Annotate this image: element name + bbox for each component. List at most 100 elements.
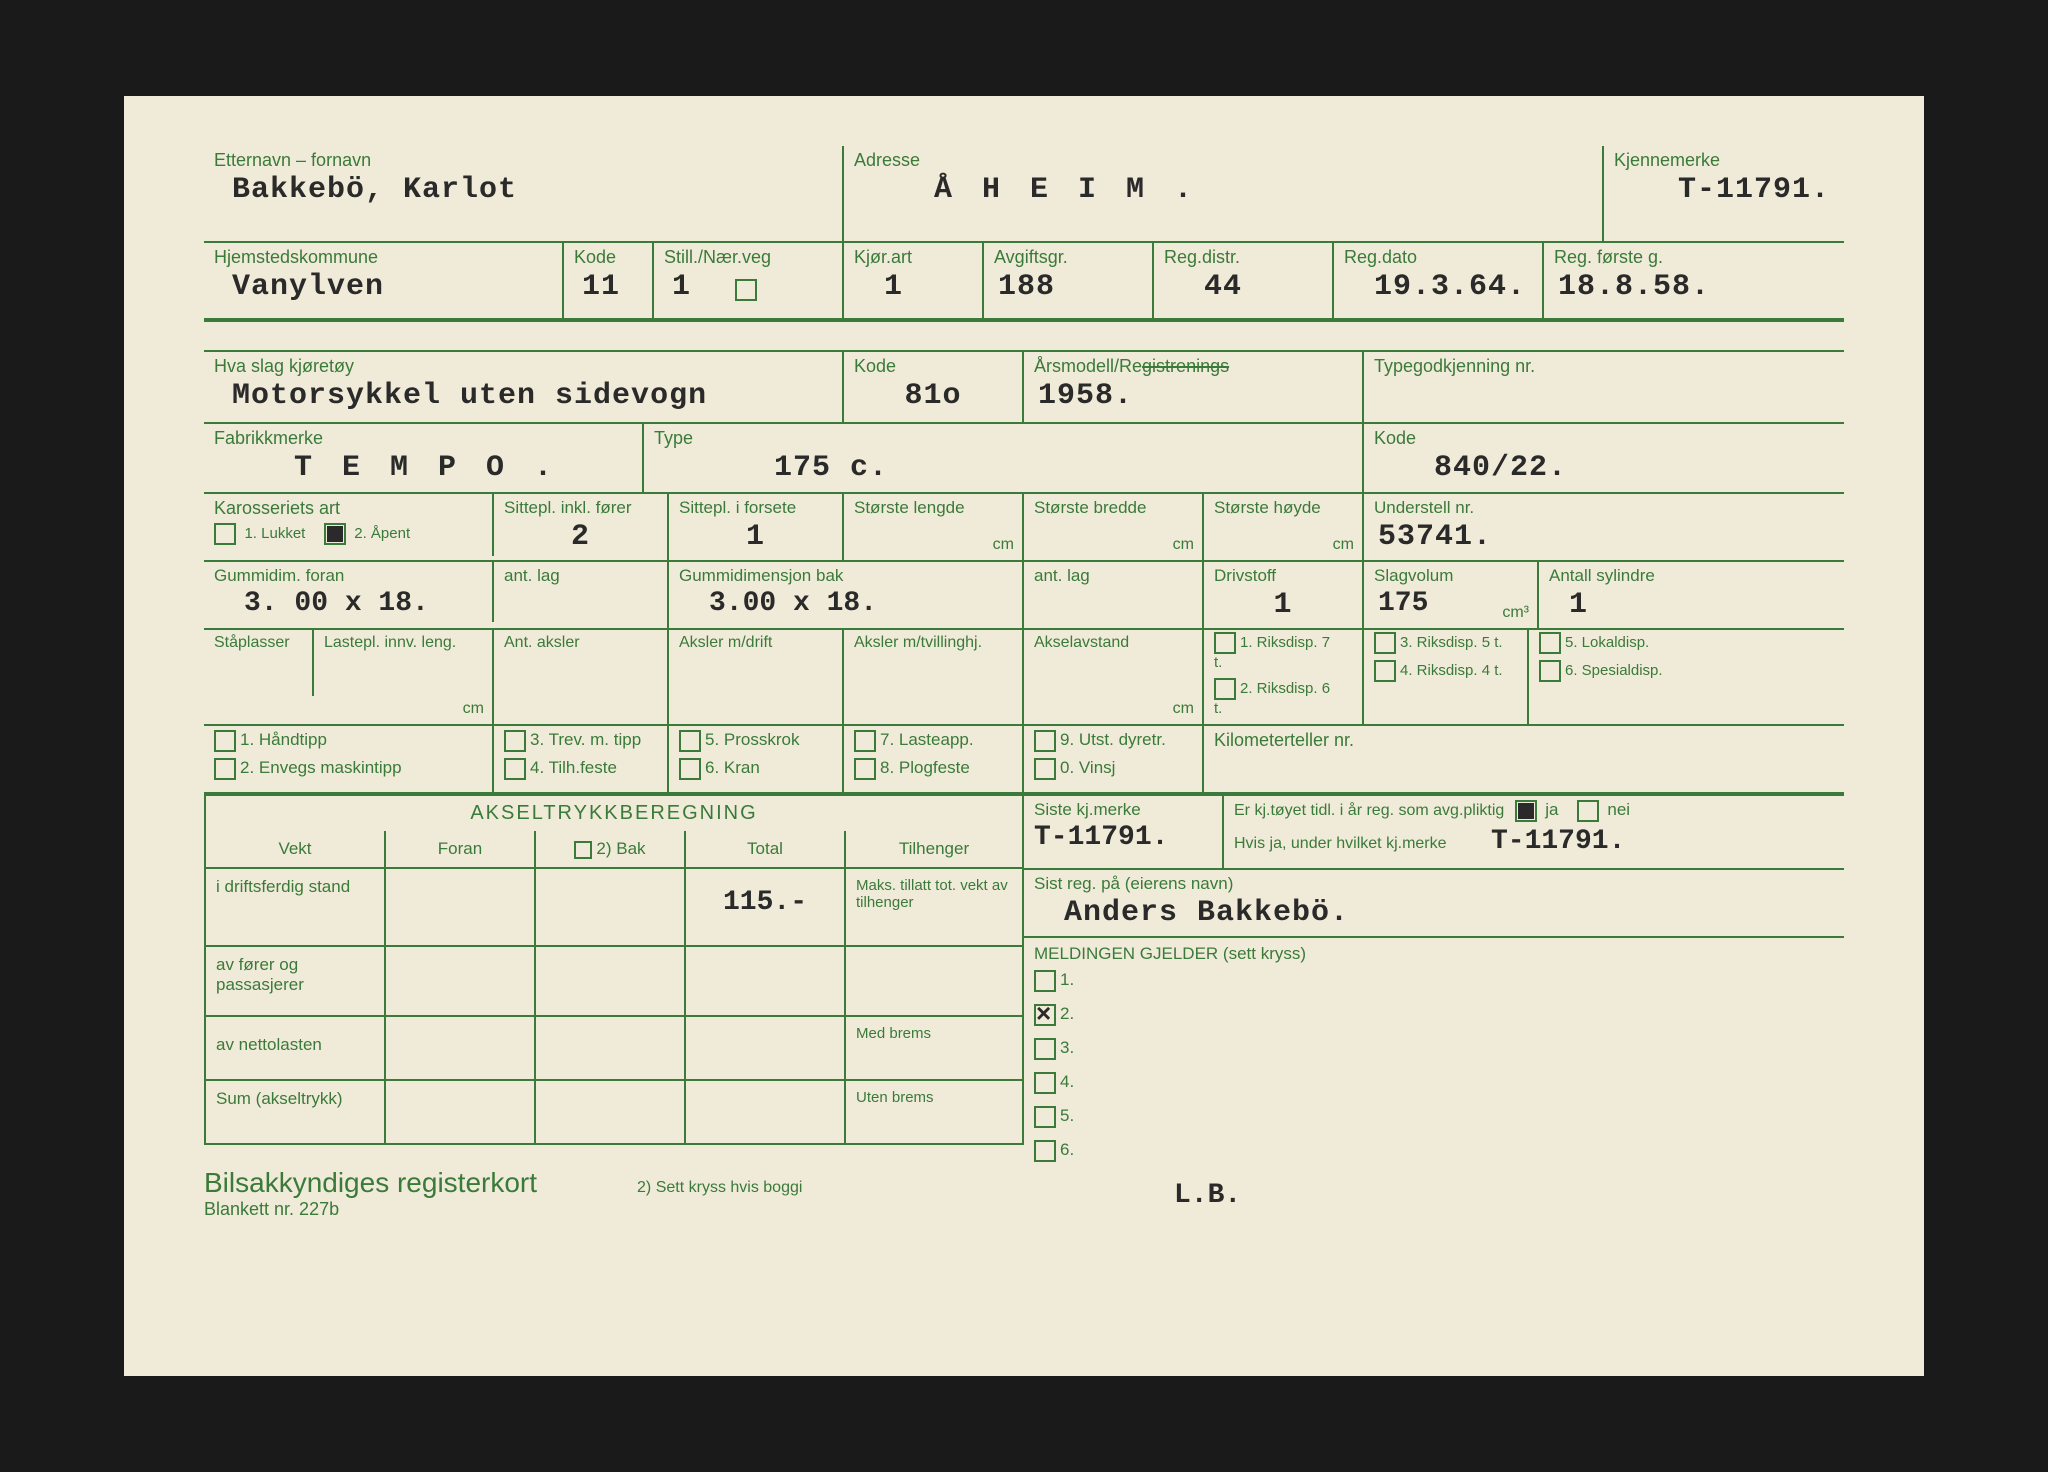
label-kode4: Kode [1374, 428, 1834, 449]
label-m4: 4. [1060, 1072, 1074, 1091]
wr4-total [686, 1081, 846, 1143]
value-kode1: 11 [574, 270, 642, 304]
wh-total: Total [686, 831, 846, 867]
checkbox-still [735, 279, 757, 301]
cb-m3 [1034, 1038, 1056, 1060]
row-vehicle-type: Hva slag kjøretøy Motorsykkel uten sidev… [204, 350, 1844, 424]
footer-blankett: Blankett nr. 227b [204, 1199, 537, 1220]
label-adresse: Adresse [854, 150, 1592, 171]
label-o0: 0. Vinsj [1060, 758, 1115, 777]
label-lukket: 1. Lukket [244, 525, 305, 542]
cb-pross [679, 730, 701, 752]
label-avg: Er kj.tøyet tidl. i år reg. som avg.plik… [1234, 802, 1504, 819]
label-regforste: Reg. første g. [1554, 247, 1834, 268]
cb-vinsj [1034, 758, 1056, 780]
wr-maks: Maks. tillatt tot. vekt av tilhenger [846, 869, 1022, 945]
value-kode4: 840/22. [1374, 451, 1834, 485]
wr-maks2 [846, 947, 1022, 1015]
row-tires: Gummidim. foran 3. 00 x 18. ant. lag Gum… [204, 562, 1844, 630]
label-typegod: Typegodkjenning nr. [1374, 356, 1834, 377]
wr3-bak [536, 1017, 686, 1079]
label-hjemsted: Hjemstedskommune [214, 247, 552, 268]
wr2-total [686, 947, 846, 1015]
cb-dyretr [1034, 730, 1056, 752]
label-hvaslag: Hva slag kjøretøy [214, 356, 832, 377]
cb-m5 [1034, 1106, 1056, 1128]
label-staplasser: Ståplasser [214, 634, 302, 652]
value-regforste: 18.8.58. [1554, 270, 1834, 304]
value-sylindre: 1 [1549, 588, 1834, 622]
value-drivstoff: 1 [1214, 588, 1352, 622]
label-hvis: Hvis ja, under hvilket kj.merke [1234, 835, 1447, 852]
unit-cm3: cm [1333, 536, 1354, 554]
value-kjorart: 1 [854, 270, 972, 304]
registration-card: Etternavn – fornavn Bakkebö, Karlot Adre… [124, 96, 1924, 1376]
cb-envegs [214, 758, 236, 780]
label-spesial: 6. Spesialdisp. [1565, 662, 1663, 679]
footer-title: Bilsakkyndiges registerkort [204, 1167, 537, 1199]
checkbox-lukket [214, 523, 236, 545]
value-hvis: T-11791. [1491, 826, 1625, 857]
value-etternavn: Bakkebö, Karlot [214, 173, 832, 207]
label-kjorart: Kjør.art [854, 247, 972, 268]
row-name-address: Etternavn – fornavn Bakkebö, Karlot Adre… [204, 146, 1844, 243]
wh-tilhenger: Tilhenger [846, 831, 1022, 867]
value-sistreg: Anders Bakkebö. [1034, 896, 1834, 930]
label-forsete: Sittepl. i forsete [679, 498, 832, 518]
label-kjennemerke: Kjennemerke [1614, 150, 1834, 171]
weight-section: AKSELTRYKKBEREGNING Vekt Foran 2) Bak To… [204, 796, 1024, 1220]
cb-riks4 [1374, 660, 1396, 682]
label-understell: Understell nr. [1374, 498, 1834, 518]
label-km: Kilometerteller nr. [1214, 730, 1834, 751]
wh-foran: Foran [386, 831, 536, 867]
gap [204, 322, 1844, 350]
row-make: Fabrikkmerke T E M P O . Type 175 c. Kod… [204, 424, 1844, 494]
wr2-bak [536, 947, 686, 1015]
unit-cm3-vol: cm³ [1502, 604, 1529, 622]
value-gummibak: 3.00 x 18. [679, 588, 877, 619]
cb-handtipp [214, 730, 236, 752]
value-hjemsted: Vanylven [214, 270, 552, 304]
value-type4: 175 c. [654, 451, 1352, 485]
wr3-total [686, 1017, 846, 1079]
label-antaksler: Ant. aksler [504, 634, 657, 652]
cb-laste [854, 730, 876, 752]
label-antlag2: ant. lag [1034, 566, 1192, 586]
value-sittepl: 2 [504, 520, 657, 554]
wr-medbrems: Med brems [846, 1017, 1022, 1079]
cb-tilh [504, 758, 526, 780]
cb-spesial [1539, 660, 1561, 682]
cb-riks7 [1214, 632, 1236, 654]
unit-cm-aks: cm [1173, 700, 1194, 718]
label-akselavstand: Akselavstand [1034, 634, 1192, 652]
value-arsmodell: 1958. [1034, 379, 1133, 413]
label-regdato: Reg.dato [1344, 247, 1532, 268]
cb-m4 [1034, 1072, 1056, 1094]
label-drivstoff: Drivstoff [1214, 566, 1352, 586]
value-slagvolum: 175 [1374, 588, 1428, 619]
label-ja: ja [1545, 800, 1558, 819]
label-o9: 9. Utst. dyretr. [1060, 730, 1166, 749]
value-kode3: 81o [854, 379, 1012, 413]
cb-m6 [1034, 1140, 1056, 1162]
row-axles: Ståplasser Lastepl. innv. leng. cm Ant. … [204, 630, 1844, 726]
label-m2: 2. [1060, 1004, 1074, 1023]
label-aksdrift: Aksler m/drift [679, 634, 832, 652]
label-riks5: 3. Riksdisp. 5 t. [1400, 634, 1503, 651]
label-siste: Siste kj.merke [1034, 800, 1212, 820]
value-regdistr: 44 [1164, 270, 1322, 304]
cb-nei [1577, 800, 1599, 822]
wr2-foran [386, 947, 536, 1015]
cb-m1 [1034, 970, 1056, 992]
label-slagvolum: Slagvolum [1374, 566, 1527, 586]
bottom-section: AKSELTRYKKBEREGNING Vekt Foran 2) Bak To… [204, 796, 1844, 1220]
label-fabrikk: Fabrikkmerke [214, 428, 632, 449]
label-lokal: 5. Lokaldisp. [1565, 634, 1649, 651]
label-sistreg: Sist reg. på (eierens navn) [1034, 874, 1834, 894]
label-apent: 2. Åpent [354, 525, 410, 542]
wr1-label: i driftsferdig stand [206, 869, 386, 945]
cb-ja [1515, 800, 1537, 822]
label-o1: 1. Håndtipp [240, 730, 327, 749]
cb-plog [854, 758, 876, 780]
wr1-foran [386, 869, 536, 945]
